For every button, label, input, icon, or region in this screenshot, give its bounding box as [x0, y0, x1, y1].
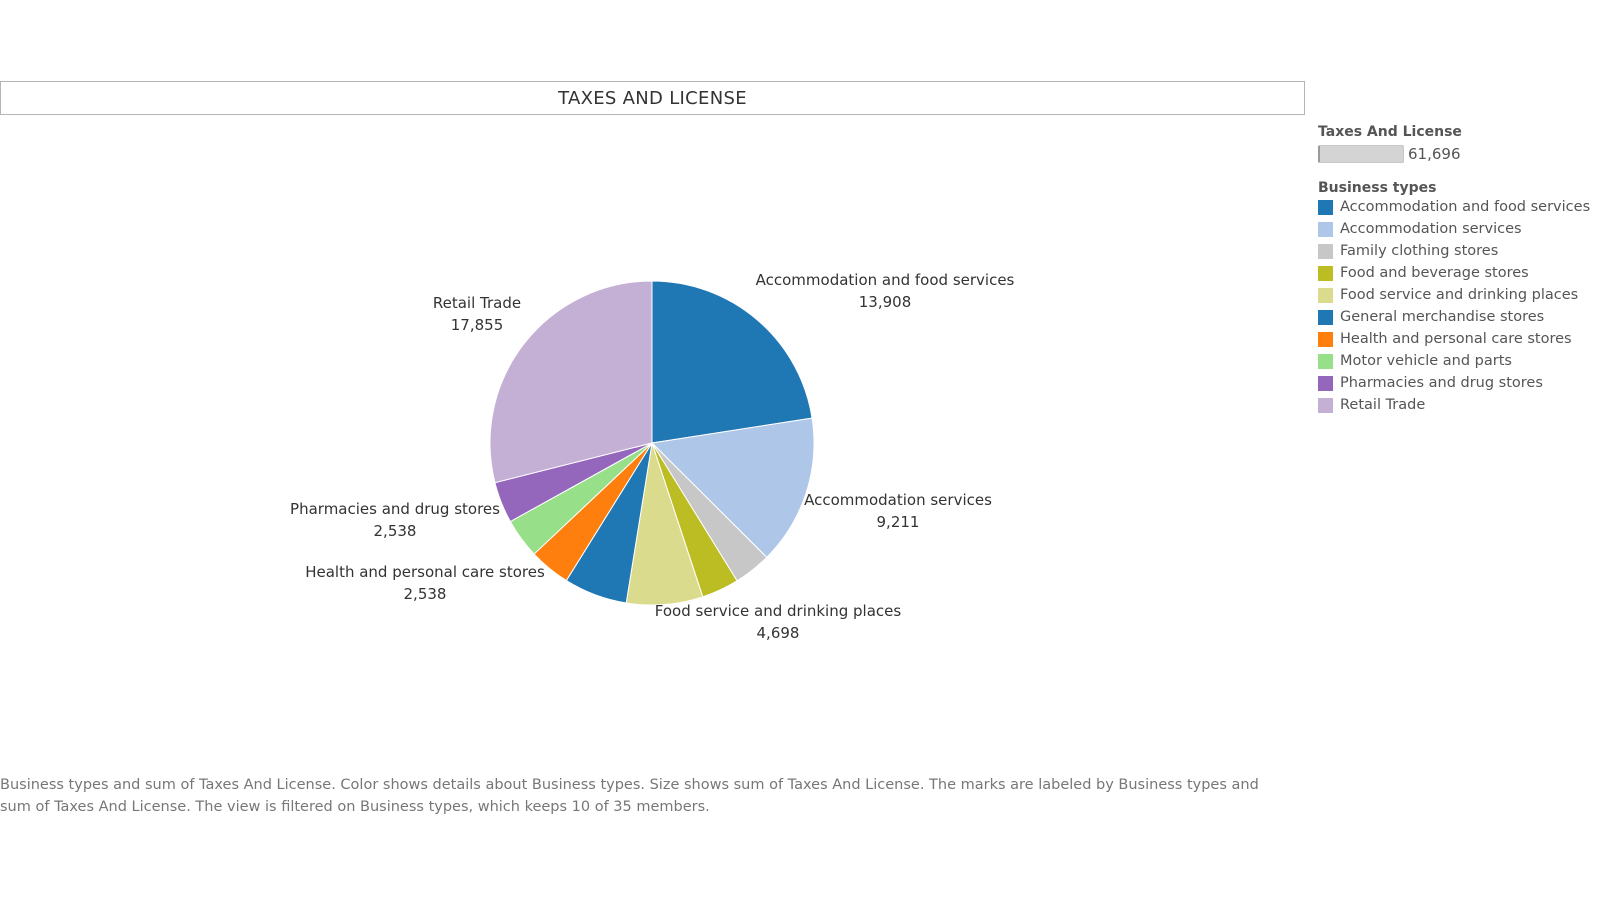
legend-item[interactable]: Accommodation services [1318, 218, 1600, 240]
legend-label: Pharmacies and drug stores [1340, 375, 1543, 391]
slice-label-name: Accommodation services [804, 491, 992, 509]
legend-label: Family clothing stores [1340, 243, 1499, 259]
legend-item[interactable]: Food and beverage stores [1318, 262, 1600, 284]
legend-item[interactable]: Health and personal care stores [1318, 328, 1600, 350]
legend-swatch [1318, 309, 1333, 325]
caption-line-1: Business types and sum of Taxes And Lice… [0, 777, 1259, 793]
legend-swatch [1318, 375, 1333, 391]
size-legend-bar [1318, 145, 1404, 163]
legend-label: Food and beverage stores [1340, 265, 1529, 281]
slice-label-name: Food service and drinking places [655, 602, 902, 620]
legend-swatch [1318, 397, 1333, 413]
legend-label: Motor vehicle and parts [1340, 353, 1512, 369]
pie-labels: Accommodation and food services 13,908 Acc… [290, 271, 1015, 642]
slice-label-value: 4,698 [757, 624, 800, 642]
legend: Taxes And License 61,696 Business types … [1318, 124, 1600, 416]
legend-item[interactable]: General merchandise stores [1318, 306, 1600, 328]
slice-label-name: Retail Trade [433, 294, 521, 312]
color-legend-title: Business types [1318, 180, 1437, 196]
slice-label-name: Health and personal care stores [305, 563, 545, 581]
size-legend-title: Taxes And License [1318, 124, 1462, 140]
legend-item[interactable]: Motor vehicle and parts [1318, 350, 1600, 372]
legend-item[interactable]: Food service and drinking places [1318, 284, 1600, 306]
size-legend: 61,696 [1318, 144, 1600, 164]
legend-swatch [1318, 287, 1333, 303]
caption-line-2: sum of Taxes And License. The view is fi… [0, 799, 710, 815]
pie-slice[interactable] [489, 280, 653, 484]
size-legend-value: 61,696 [1408, 145, 1461, 163]
legend-item[interactable]: Accommodation and food services [1318, 196, 1600, 218]
slice-label-value: 13,908 [859, 293, 912, 311]
legend-label: General merchandise stores [1340, 309, 1545, 325]
color-legend-items: Accommodation and food services Accommoda… [1318, 196, 1600, 416]
legend-item[interactable]: Retail Trade [1318, 394, 1600, 416]
legend-label: Health and personal care stores [1340, 331, 1572, 347]
legend-label: Accommodation services [1340, 221, 1522, 237]
slice-label-value: 2,538 [404, 585, 447, 603]
chart-caption: Business types and sum of Taxes And Lice… [0, 774, 1305, 818]
legend-swatch [1318, 265, 1333, 281]
pie-slice[interactable] [650, 417, 815, 559]
legend-label: Accommodation and food services [1340, 199, 1591, 215]
legend-label: Retail Trade [1340, 397, 1426, 413]
pie-chart: Accommodation and food services 13,908 Acc… [290, 271, 1015, 642]
legend-swatch [1318, 331, 1333, 347]
legend-swatch [1318, 199, 1333, 215]
pie-slice[interactable] [651, 280, 813, 444]
legend-swatch [1318, 243, 1333, 259]
slice-label-value: 17,855 [451, 316, 504, 334]
legend-swatch [1318, 221, 1333, 237]
pie-slices [489, 280, 815, 606]
legend-item[interactable]: Family clothing stores [1318, 240, 1600, 262]
legend-label: Food service and drinking places [1340, 287, 1579, 303]
chart-title: TAXES AND LICENSE [0, 81, 1305, 115]
legend-item[interactable]: Pharmacies and drug stores [1318, 372, 1600, 394]
legend-swatch [1318, 353, 1333, 369]
slice-label-name: Accommodation and food services [756, 271, 1015, 289]
slice-label-value: 2,538 [374, 522, 417, 540]
slice-label-value: 9,211 [877, 513, 920, 531]
slice-label-name: Pharmacies and drug stores [290, 500, 500, 518]
